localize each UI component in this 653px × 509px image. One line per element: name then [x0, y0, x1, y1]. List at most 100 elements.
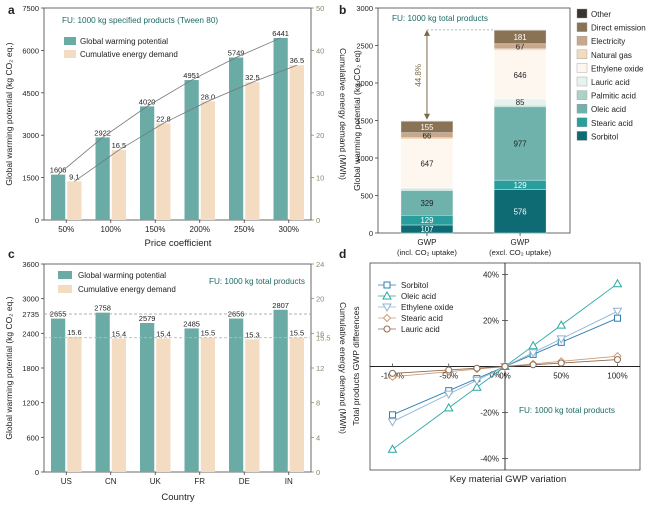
ced-trend-line — [74, 64, 298, 182]
marker-circle — [501, 363, 509, 370]
plot-frame — [43, 7, 312, 221]
bar-gwp — [229, 318, 244, 472]
marker-circle — [383, 325, 391, 333]
y2-axis-title: Cumulative energy demand (MWh) — [338, 302, 348, 434]
panel-letter-a: a — [8, 3, 15, 17]
legend-label: Ethylene oxide — [591, 64, 644, 73]
y-tick-label: 600 — [26, 433, 39, 442]
legend-swatch — [576, 117, 588, 128]
bar-label-gwp: 5749 — [228, 48, 245, 57]
legend-label: Palmitic acid — [591, 92, 636, 101]
marker-diamond — [382, 313, 392, 323]
legend-swatch-gwp — [58, 271, 72, 279]
legend-label: Oleic acid — [401, 292, 436, 301]
bar-ced — [245, 339, 260, 472]
legend-label-ced: Cumulative energy demand — [78, 285, 176, 294]
legend-swatch — [576, 131, 588, 141]
legend-swatch — [576, 36, 588, 46]
y-tick-label: 0 — [35, 468, 39, 477]
y-tick-label: 3000 — [356, 4, 373, 13]
x-tick-label: (excl. CO₂ uptake) — [489, 248, 552, 257]
x-tick-label: DE — [239, 477, 250, 486]
x-tick-label: 200% — [190, 225, 210, 234]
bar-ced — [156, 338, 171, 472]
marker-triangle-up — [382, 290, 392, 300]
y2-tick-label: 0 — [316, 468, 320, 477]
marker-triangle-down — [528, 349, 538, 358]
y2-tick-label: 40 — [316, 46, 324, 55]
stack-segment — [400, 190, 454, 216]
y-axis-title: Global warming potential (kg CO₂ eq.) — [4, 296, 14, 439]
stack-label: 181 — [514, 33, 527, 42]
marker-triangle-down — [472, 376, 482, 386]
y2-tick-label: 24 — [316, 260, 324, 269]
bar-label-ced: 15.6 — [67, 328, 82, 337]
bar-label-ced: 15.3 — [245, 330, 260, 339]
y-tick-label: -40% — [480, 455, 499, 464]
legend-label-gwp: Global warming potential — [78, 271, 166, 280]
stack-label: 647 — [420, 160, 433, 169]
stack-label: 107 — [420, 225, 433, 234]
bar-gwp — [184, 80, 199, 221]
legend-label: Oleic acid — [591, 105, 626, 114]
x-tick-label: (incl. CO₂ uptake) — [397, 248, 457, 257]
stack-label: 85 — [516, 98, 525, 107]
bar-label-ced: 36.5 — [290, 56, 305, 65]
stack-segment — [493, 50, 547, 100]
marker-triangle-up — [387, 444, 398, 453]
panel-c-chart: 0600120018002400300036000481216202426551… — [4, 260, 348, 503]
legend-swatch-gwp — [64, 37, 76, 45]
y2-tick-label: 30 — [316, 89, 324, 98]
x-tick-label: FR — [194, 477, 205, 486]
difference-annotation: 44.8% — [414, 64, 423, 87]
y-tick-label: 3600 — [22, 260, 39, 269]
legend-label: Electricity — [591, 37, 625, 46]
bar-ced — [67, 336, 82, 472]
marker-circle — [389, 369, 396, 377]
x-tick-label: GWP — [511, 238, 530, 247]
panel-d-chart: -100%-50%0%50%100%-40%-20%20%40%0%Sorbit… — [351, 262, 641, 485]
stack-label: 155 — [420, 123, 434, 132]
bar-ced — [111, 150, 126, 220]
marker-triangle-down — [443, 390, 454, 400]
marker-circle — [614, 356, 621, 364]
legend-label: Ethylene oxide — [401, 303, 454, 312]
bar-ced — [200, 337, 215, 472]
y2-tick-label: 10 — [316, 174, 324, 183]
y-tick-label: 6000 — [22, 46, 39, 55]
bar-label-ced: 15.4 — [156, 330, 171, 339]
marker-square — [383, 281, 391, 289]
y2-tick-label: 16 — [316, 329, 324, 338]
bar-label-ced: 16.5 — [112, 141, 127, 150]
y-tick-label: 1200 — [22, 399, 39, 408]
x-tick-label: 50% — [553, 372, 569, 381]
bar-label-gwp: 2807 — [272, 301, 289, 310]
bar-label-ced: 15.4 — [112, 330, 127, 339]
y-axis-title: Global warming potential (kg CO₂ eq) — [352, 50, 362, 191]
y-tick-label: 1500 — [356, 117, 373, 126]
bar-label-gwp: 2758 — [94, 304, 111, 313]
stack-segment — [400, 139, 454, 188]
x-tick-label: -50% — [439, 372, 458, 381]
panel-c-title: FU: 1000 kg total products — [209, 277, 305, 286]
x-tick-label: CN — [105, 477, 117, 486]
legend-swatch — [576, 103, 588, 114]
stack-label: 129 — [514, 181, 527, 190]
bar-label-ced: 9.1 — [69, 172, 79, 181]
stack-label: 129 — [420, 216, 433, 225]
x-tick-label: 0% — [499, 372, 511, 381]
x-axis-title: Price coefficient — [145, 238, 212, 249]
bar-label-ced: 32.5 — [245, 73, 260, 82]
legend-label: Sorbitol — [401, 281, 428, 290]
x-tick-label: US — [61, 477, 72, 486]
legend-swatch — [576, 8, 588, 19]
panel-letter-d: d — [339, 247, 346, 261]
bar-gwp — [95, 312, 110, 472]
x-tick-label: 100% — [607, 372, 627, 381]
x-tick-label: IN — [285, 477, 293, 486]
legend-label: Stearic acid — [401, 314, 443, 323]
bar-gwp — [229, 57, 244, 220]
marker-triangle-up — [556, 320, 567, 329]
bar-gwp — [273, 309, 288, 472]
y2-tick-label: 0 — [316, 216, 320, 225]
